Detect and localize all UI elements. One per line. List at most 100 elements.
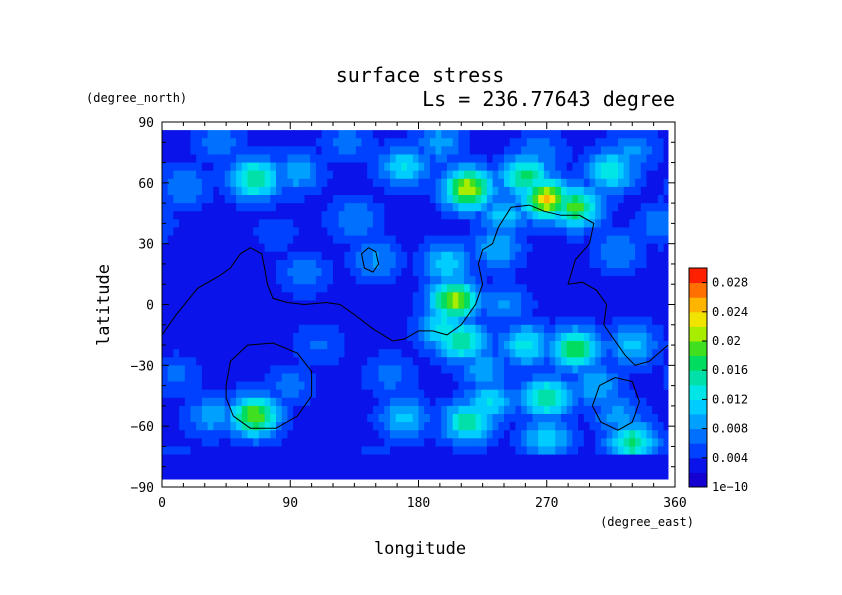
heatmap-cell (315, 251, 323, 261)
heatmap-cell (287, 389, 294, 399)
heatmap-cell (652, 462, 659, 472)
heatmap-cell (167, 308, 174, 318)
heatmap-cell (333, 259, 340, 269)
heatmap-cell (435, 324, 442, 334)
heatmap-cell (310, 251, 317, 261)
heatmap-cell (167, 235, 174, 245)
heatmap-cell (315, 462, 323, 472)
heatmap-cell (384, 405, 391, 415)
heatmap-cell (384, 203, 391, 212)
heatmap-cell (179, 373, 186, 383)
heatmap-cell (258, 308, 266, 318)
heatmap-cell (543, 365, 551, 375)
heatmap-cell (509, 373, 516, 383)
heatmap-cell (657, 430, 665, 439)
heatmap-cell (270, 405, 277, 415)
heatmap-cell (526, 332, 534, 342)
heatmap-cell (572, 146, 579, 156)
heatmap-cell (509, 316, 516, 326)
heatmap-cell (372, 389, 380, 399)
heatmap-cell (412, 454, 420, 464)
x-tick-label: 0 (158, 496, 166, 511)
heatmap-cell (390, 186, 397, 196)
heatmap-cell (458, 365, 465, 375)
heatmap-cell (213, 332, 220, 342)
x-tick-label: 180 (407, 496, 430, 511)
heatmap-cell (384, 422, 391, 431)
heatmap-cell (327, 268, 334, 277)
heatmap-cell (207, 170, 214, 180)
heatmap-cell (629, 259, 636, 269)
heatmap-cell (276, 162, 283, 172)
heatmap-cell (429, 268, 437, 277)
heatmap-cell (173, 422, 180, 431)
heatmap-cell (264, 397, 271, 407)
heatmap-cell (270, 227, 277, 237)
heatmap-cell (167, 146, 174, 156)
heatmap-cell (407, 235, 414, 245)
heatmap-cell (492, 357, 499, 366)
heatmap-cell (543, 186, 551, 196)
heatmap-cell (298, 316, 306, 326)
heatmap-cell (441, 203, 448, 212)
heatmap-cell (447, 438, 454, 448)
heatmap-cell (635, 276, 642, 285)
heatmap-cell (276, 268, 283, 277)
heatmap-cell (407, 381, 414, 391)
heatmap-cell (162, 349, 169, 358)
heatmap-cell (384, 397, 391, 407)
heatmap-cell (162, 170, 169, 180)
heatmap-cell (224, 170, 231, 180)
heatmap-cell (504, 422, 511, 431)
heatmap-cell (321, 138, 328, 147)
heatmap-cell (561, 414, 568, 423)
heatmap-cell (401, 268, 408, 277)
heatmap-cell (162, 227, 169, 237)
heatmap-cell (600, 300, 608, 310)
heatmap-cell (475, 470, 482, 480)
heatmap-cell (538, 332, 545, 342)
heatmap-cell (657, 227, 665, 237)
heatmap-cell (635, 462, 642, 472)
heatmap-cell (167, 243, 174, 253)
heatmap-cell (378, 332, 385, 342)
heatmap-cell (515, 146, 522, 156)
heatmap-cell (407, 470, 414, 480)
heatmap-cell (310, 268, 317, 277)
heatmap-cell (652, 251, 659, 261)
heatmap-cell (481, 235, 488, 245)
heatmap-cell (595, 389, 602, 399)
heatmap-cell (441, 430, 448, 439)
heatmap-cell (629, 446, 636, 456)
heatmap-cell (441, 227, 448, 237)
heatmap-cell (298, 154, 306, 164)
heatmap-cell (521, 211, 528, 220)
heatmap-cell (635, 170, 642, 180)
heatmap-cell (623, 414, 630, 423)
heatmap-cell (321, 243, 328, 253)
heatmap-cell (253, 219, 260, 229)
heatmap-cell (561, 300, 568, 310)
heatmap-cell (338, 284, 345, 293)
heatmap-cell (447, 268, 454, 277)
heatmap-cell (179, 332, 186, 342)
heatmap-cell (258, 284, 266, 293)
heatmap-cell (390, 268, 397, 277)
heatmap-cell (469, 276, 477, 285)
heatmap-cell (435, 259, 442, 269)
heatmap-cell (241, 397, 249, 407)
heatmap-cell (606, 219, 613, 229)
heatmap-cell (201, 422, 209, 431)
heatmap-cell (629, 276, 636, 285)
heatmap-cell (578, 422, 585, 431)
heatmap-cell (338, 332, 345, 342)
heatmap-cell (333, 365, 340, 375)
heatmap-cell (543, 178, 551, 188)
heatmap-cell (321, 154, 328, 164)
heatmap-cell (315, 276, 323, 285)
heatmap-cell (424, 308, 431, 318)
heatmap-cell (367, 300, 374, 310)
heatmap-cell (372, 154, 380, 164)
heatmap-cell (452, 316, 459, 326)
heatmap-cell (429, 365, 437, 375)
